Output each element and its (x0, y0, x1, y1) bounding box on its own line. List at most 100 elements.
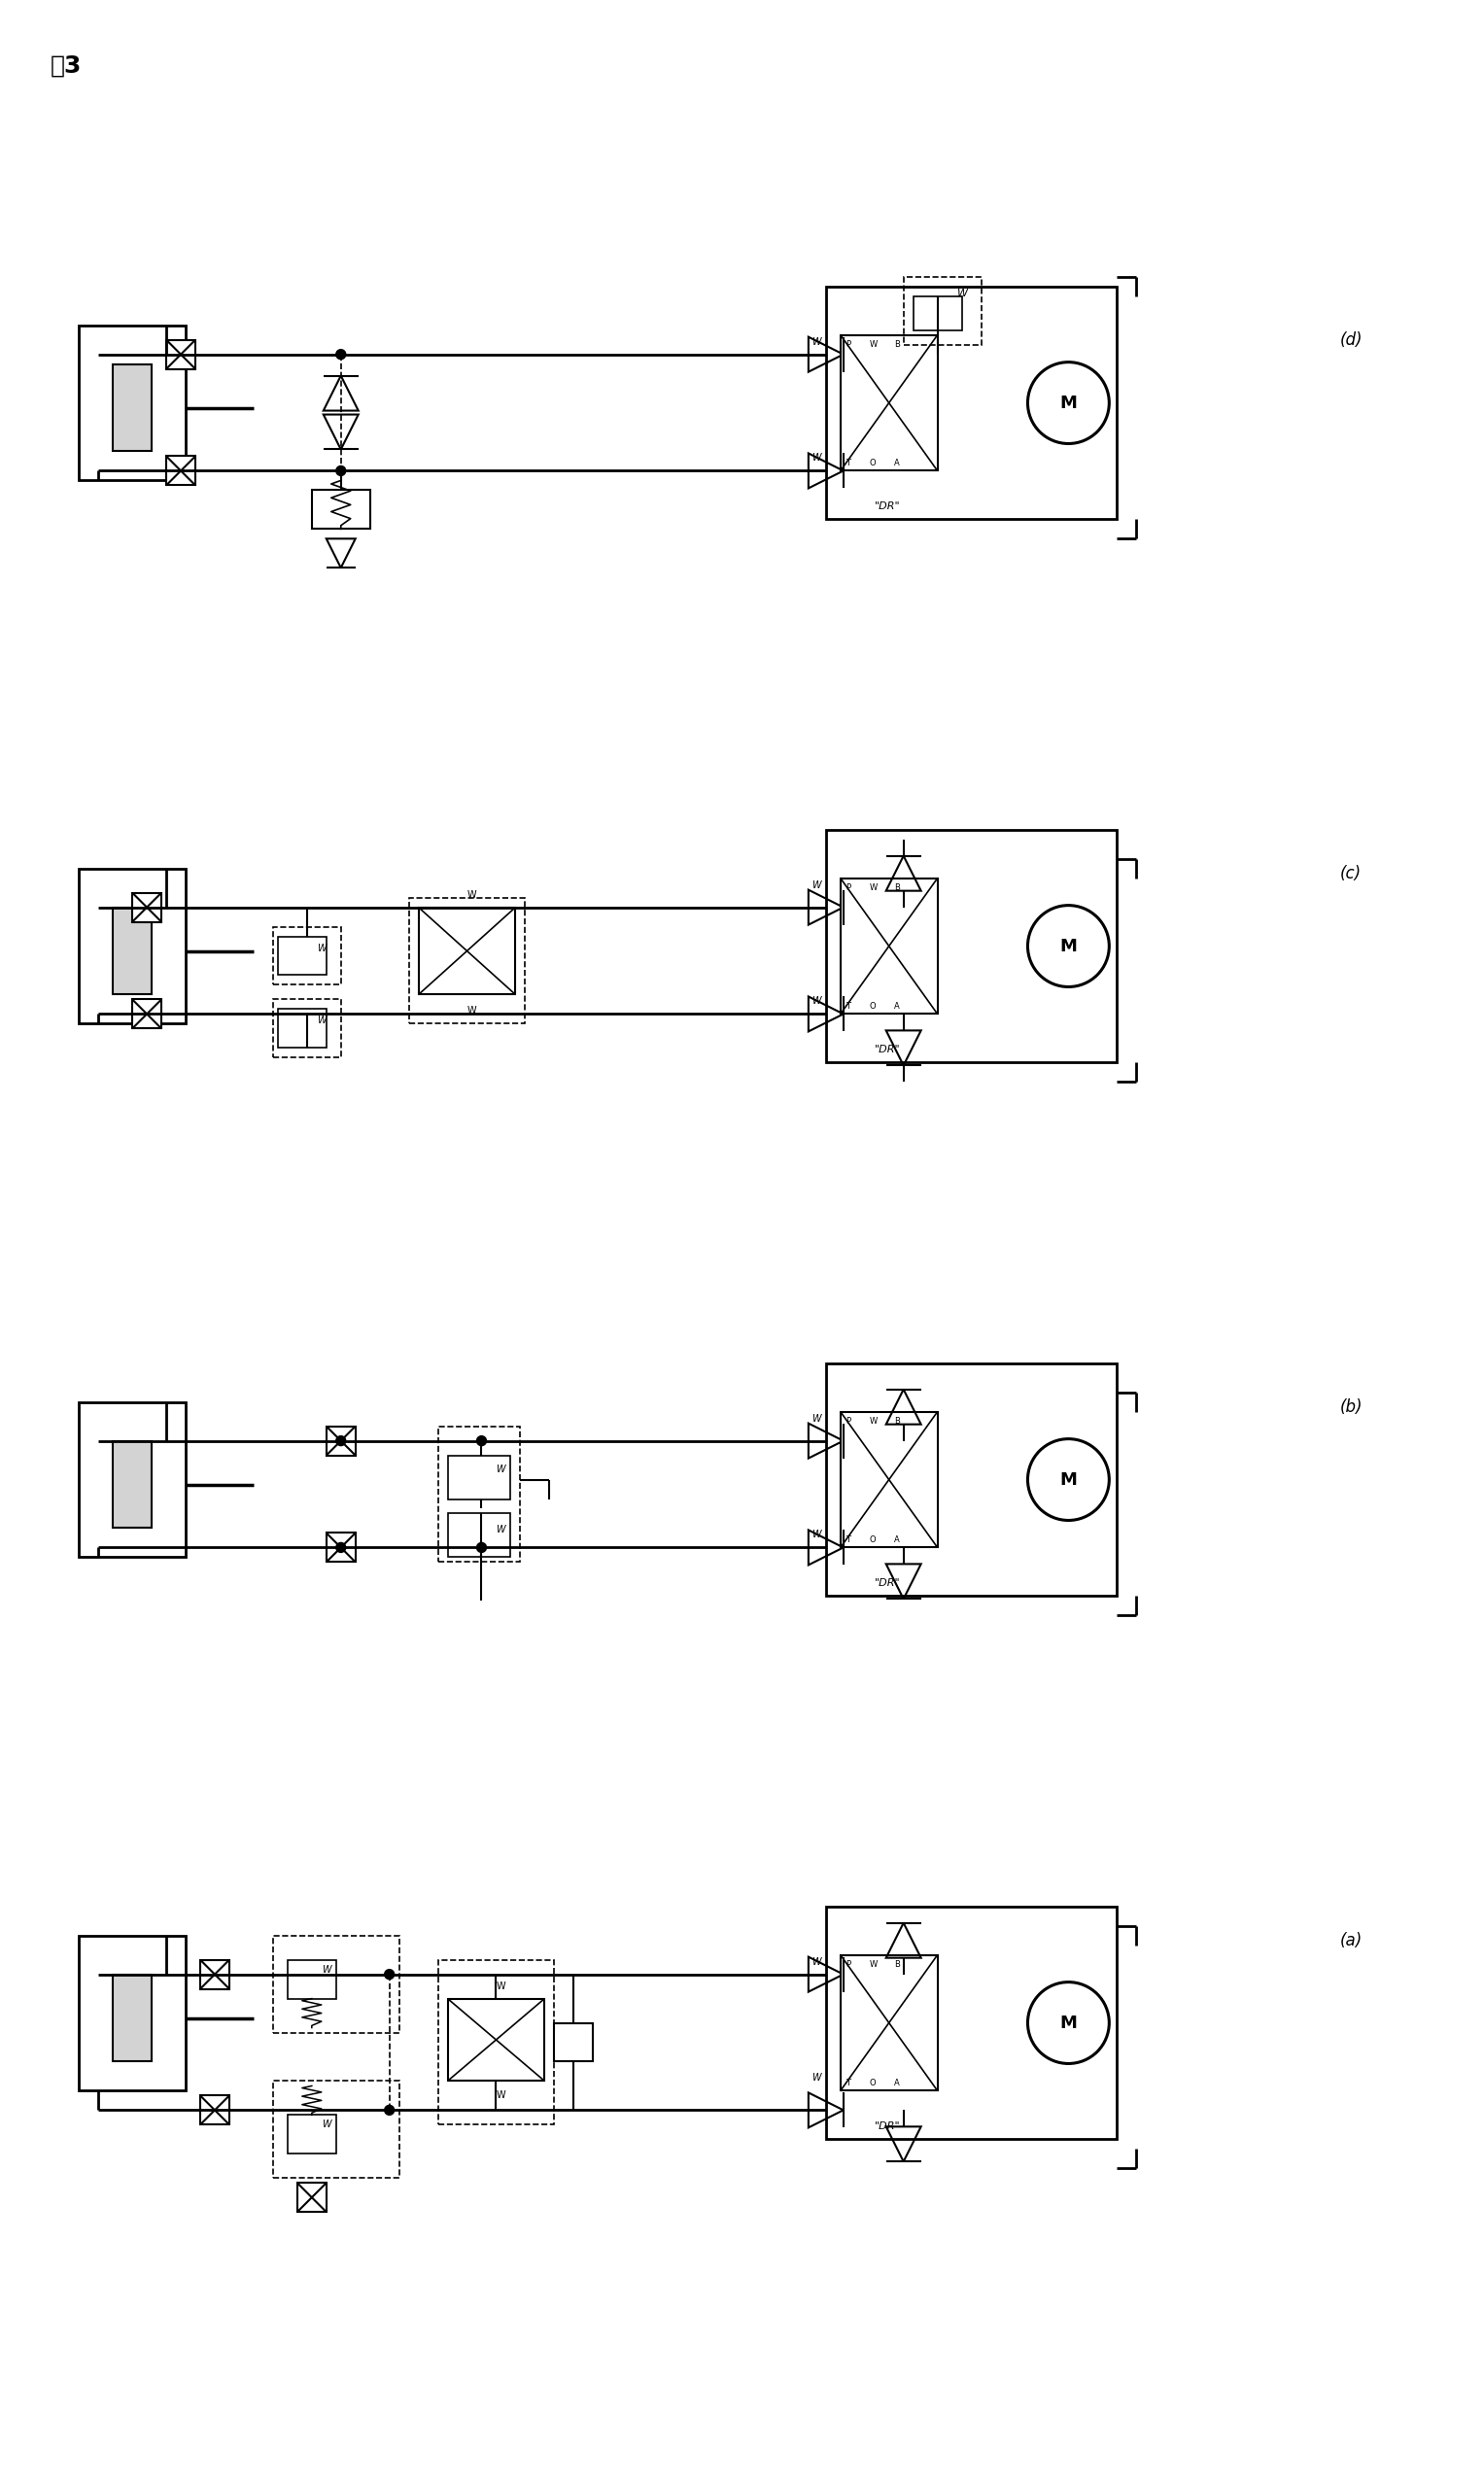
Text: P: P (846, 1960, 850, 1967)
Text: W: W (316, 1015, 326, 1025)
Text: "DR": "DR" (874, 2121, 901, 2131)
Bar (200, 2096, 230, 2124)
Bar (904, 278, 981, 345)
Bar (418, 908, 515, 995)
Text: A: A (893, 459, 899, 469)
Circle shape (335, 1436, 346, 1446)
Circle shape (476, 1543, 487, 1553)
Bar (132, 1000, 162, 1030)
Bar (113, 1975, 151, 2062)
Bar (555, 2022, 594, 2062)
Circle shape (335, 1543, 346, 1553)
Text: W: W (496, 1982, 506, 1990)
Text: W: W (812, 337, 821, 347)
Text: P: P (846, 340, 850, 347)
Bar (408, 898, 525, 1025)
Text: W: W (467, 1007, 476, 1015)
Bar (113, 1441, 151, 1528)
Text: (a): (a) (1340, 1933, 1362, 1950)
Bar (113, 908, 151, 995)
Bar (326, 1533, 356, 1563)
Text: W: W (812, 2074, 821, 2084)
Bar (827, 1362, 1117, 1595)
Bar (297, 2183, 326, 2213)
Bar (840, 1412, 938, 1548)
Text: B: B (893, 883, 899, 891)
Circle shape (335, 350, 346, 360)
Text: W: W (812, 454, 821, 464)
Bar (448, 1513, 510, 1558)
Text: W: W (322, 1965, 331, 1975)
Circle shape (384, 2106, 395, 2114)
Circle shape (1028, 1982, 1109, 2064)
Text: O: O (870, 2079, 876, 2089)
Bar (827, 829, 1117, 1062)
Text: W: W (812, 881, 821, 891)
Bar (840, 1955, 938, 2091)
Text: "DR": "DR" (874, 1045, 901, 1054)
Bar (132, 893, 162, 923)
Circle shape (1028, 362, 1109, 444)
Text: W: W (322, 2119, 331, 2129)
Text: O: O (870, 1536, 876, 1546)
Circle shape (476, 1436, 487, 1446)
Text: O: O (870, 459, 876, 469)
Text: B: B (893, 1417, 899, 1424)
Text: W: W (496, 1464, 506, 1474)
Bar (79, 325, 186, 481)
Bar (827, 285, 1117, 519)
Bar (438, 1960, 555, 2124)
Text: W: W (870, 340, 877, 347)
Text: (c): (c) (1340, 863, 1361, 883)
Text: T: T (846, 459, 850, 469)
Text: M: M (1060, 938, 1077, 955)
Bar (273, 1935, 399, 2032)
Text: W: W (496, 1526, 506, 1536)
Bar (827, 1905, 1117, 2139)
Bar (200, 1960, 230, 1990)
Text: W: W (496, 2091, 506, 2101)
Text: (b): (b) (1340, 1399, 1362, 1417)
Circle shape (335, 466, 346, 476)
Text: M: M (1060, 2015, 1077, 2032)
Text: W: W (870, 883, 877, 891)
Bar (273, 2082, 399, 2178)
Bar (288, 1960, 335, 2000)
Bar (840, 878, 938, 1015)
Bar (79, 1935, 186, 2091)
Bar (288, 2114, 335, 2154)
Text: W: W (812, 1414, 821, 1424)
Bar (448, 2000, 545, 2082)
Bar (79, 868, 186, 1025)
Bar (113, 365, 151, 452)
Text: (d): (d) (1340, 330, 1362, 347)
Text: W: W (316, 943, 326, 953)
Circle shape (1028, 1439, 1109, 1521)
Bar (79, 1402, 186, 1558)
Bar (273, 1000, 341, 1057)
Text: 图3: 图3 (50, 55, 82, 77)
Text: W: W (870, 1960, 877, 1967)
Text: A: A (893, 1002, 899, 1012)
Text: M: M (1060, 1471, 1077, 1489)
Bar (913, 295, 962, 330)
Bar (166, 457, 196, 486)
Circle shape (384, 1970, 395, 1980)
Text: T: T (846, 1536, 850, 1546)
Text: A: A (893, 2079, 899, 2089)
Text: T: T (846, 1002, 850, 1012)
Text: P: P (846, 883, 850, 891)
Bar (166, 340, 196, 370)
Text: O: O (870, 1002, 876, 1012)
Bar (278, 935, 326, 975)
Bar (278, 1010, 326, 1047)
Bar (840, 335, 938, 471)
Text: T: T (846, 2079, 850, 2089)
Text: M: M (1060, 394, 1077, 412)
Bar (448, 1456, 510, 1499)
Text: W: W (812, 1531, 821, 1541)
Text: A: A (893, 1536, 899, 1546)
Text: P: P (846, 1417, 850, 1424)
Text: B: B (893, 340, 899, 347)
Bar (273, 928, 341, 985)
